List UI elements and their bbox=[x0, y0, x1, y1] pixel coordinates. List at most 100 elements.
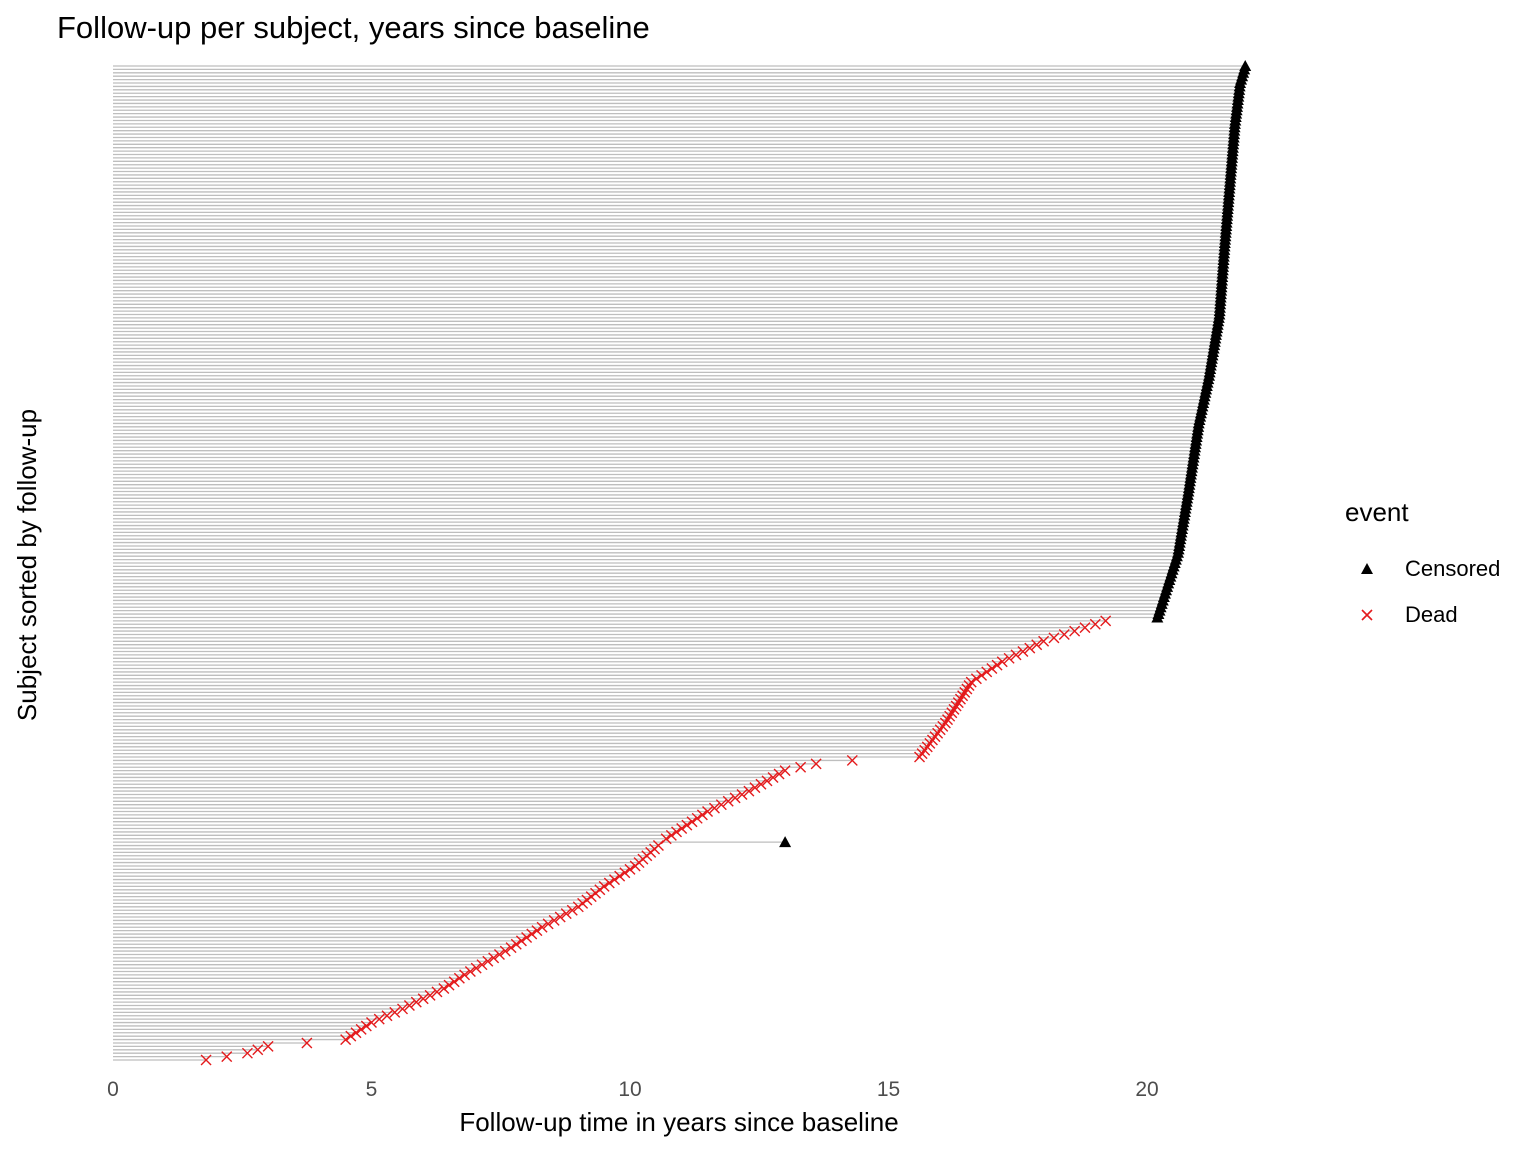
dead-marker bbox=[986, 663, 998, 675]
dead-marker bbox=[488, 952, 500, 964]
dead-marker bbox=[345, 1030, 357, 1042]
dead-marker bbox=[526, 928, 538, 940]
dead-marker bbox=[459, 969, 471, 981]
dead-marker bbox=[505, 942, 517, 954]
dead-marker bbox=[424, 989, 436, 1001]
dead-marker bbox=[431, 986, 443, 998]
dead-marker bbox=[957, 690, 969, 702]
chart-title: Follow-up per subject, years since basel… bbox=[57, 10, 650, 45]
dead-marker bbox=[946, 707, 958, 719]
dead-marker bbox=[1048, 632, 1060, 644]
dead-marker bbox=[366, 1017, 377, 1029]
dead-marker bbox=[1024, 642, 1036, 654]
dead-marker bbox=[810, 758, 822, 770]
legend-item-censored: Censored bbox=[1345, 546, 1500, 592]
dead-marker bbox=[470, 962, 482, 974]
dead-marker bbox=[262, 1040, 274, 1052]
dead-marker bbox=[453, 972, 465, 984]
dead-marker bbox=[1010, 649, 1022, 661]
dead-marker bbox=[795, 761, 807, 773]
dead-marker bbox=[566, 904, 578, 916]
dead-marker bbox=[965, 676, 977, 688]
dead-marker bbox=[970, 673, 982, 685]
dead-marker bbox=[603, 877, 615, 889]
dead-marker bbox=[686, 816, 698, 828]
legend-label-dead: Dead bbox=[1405, 602, 1458, 627]
dead-marker bbox=[961, 683, 973, 695]
dead-marker bbox=[846, 754, 858, 766]
dead-marker bbox=[397, 1003, 409, 1015]
dead-marker bbox=[736, 788, 748, 800]
x-tick-label: 20 bbox=[1135, 1078, 1158, 1101]
dead-marker bbox=[554, 911, 566, 923]
dead-marker bbox=[200, 1054, 212, 1066]
dead-marker bbox=[389, 1006, 401, 1018]
dead-marker bbox=[1031, 639, 1043, 651]
triangle-icon bbox=[1361, 563, 1373, 574]
dead-marker bbox=[1003, 652, 1015, 664]
dead-marker bbox=[773, 768, 785, 780]
dead-marker bbox=[715, 799, 727, 811]
dead-marker bbox=[381, 1010, 393, 1022]
dead-marker bbox=[355, 1023, 367, 1035]
dead-marker bbox=[761, 775, 773, 787]
dead-marker bbox=[373, 1013, 385, 1025]
dead-marker bbox=[681, 819, 693, 831]
dead-marker bbox=[1017, 646, 1029, 658]
dead-marker bbox=[482, 955, 494, 967]
dead-marker bbox=[981, 666, 993, 678]
dead-marker bbox=[221, 1051, 233, 1063]
dead-marker bbox=[1069, 625, 1081, 637]
censored-marker bbox=[1239, 60, 1252, 71]
x-tick-label: 0 bbox=[107, 1078, 119, 1101]
dead-marker bbox=[996, 656, 1008, 668]
legend: event Censored Dead bbox=[1345, 497, 1500, 638]
dead-marker bbox=[531, 925, 543, 937]
dead-marker bbox=[1100, 615, 1112, 627]
dead-marker bbox=[743, 785, 755, 797]
dead-marker bbox=[779, 765, 791, 777]
dead-marker bbox=[493, 948, 505, 960]
dead-marker bbox=[950, 700, 962, 712]
legend-label-censored: Censored bbox=[1405, 556, 1501, 581]
dead-marker bbox=[624, 863, 636, 875]
legend-title: event bbox=[1345, 497, 1409, 527]
dead-marker bbox=[942, 714, 954, 726]
follow-up-segments bbox=[113, 65, 1246, 1061]
dead-marker bbox=[749, 782, 761, 794]
dead-marker bbox=[438, 983, 450, 995]
dead-marker bbox=[542, 918, 554, 930]
dead-marker bbox=[767, 771, 779, 783]
dead-marker bbox=[952, 697, 964, 709]
dead-marker bbox=[252, 1044, 264, 1056]
dead-marker bbox=[510, 938, 522, 950]
dead-marker bbox=[665, 829, 677, 841]
dead-marker bbox=[671, 826, 683, 838]
dead-marker bbox=[948, 703, 960, 715]
dead-marker bbox=[417, 993, 429, 1005]
y-axis-title: Subject sorted by follow-up bbox=[12, 409, 42, 721]
dead-marker bbox=[676, 823, 688, 835]
dead-marker bbox=[598, 880, 610, 892]
x-mark-icon bbox=[1361, 609, 1373, 621]
dead-marker bbox=[619, 867, 631, 879]
dead-marker bbox=[560, 908, 572, 920]
x-tick-label: 15 bbox=[877, 1078, 900, 1101]
dead-marker bbox=[939, 717, 951, 729]
dead-marker bbox=[241, 1047, 253, 1059]
dead-marker bbox=[660, 833, 672, 845]
dead-marker bbox=[1089, 618, 1101, 630]
dead-marker bbox=[1079, 622, 1091, 634]
dead-marker bbox=[1038, 635, 1050, 647]
dead-marker bbox=[608, 874, 620, 886]
dead-marker bbox=[403, 1000, 415, 1012]
dead-marker bbox=[702, 806, 714, 817]
dead-marker bbox=[954, 693, 966, 705]
dead-marker bbox=[301, 1037, 313, 1049]
dead-marker bbox=[410, 996, 422, 1008]
dead-marker bbox=[959, 686, 971, 698]
x-axis-ticks: 0 5 10 15 20 bbox=[107, 1078, 1159, 1101]
dead-marker bbox=[464, 965, 476, 977]
dead-marker bbox=[729, 792, 741, 804]
legend-item-dead: Dead bbox=[1345, 592, 1500, 638]
